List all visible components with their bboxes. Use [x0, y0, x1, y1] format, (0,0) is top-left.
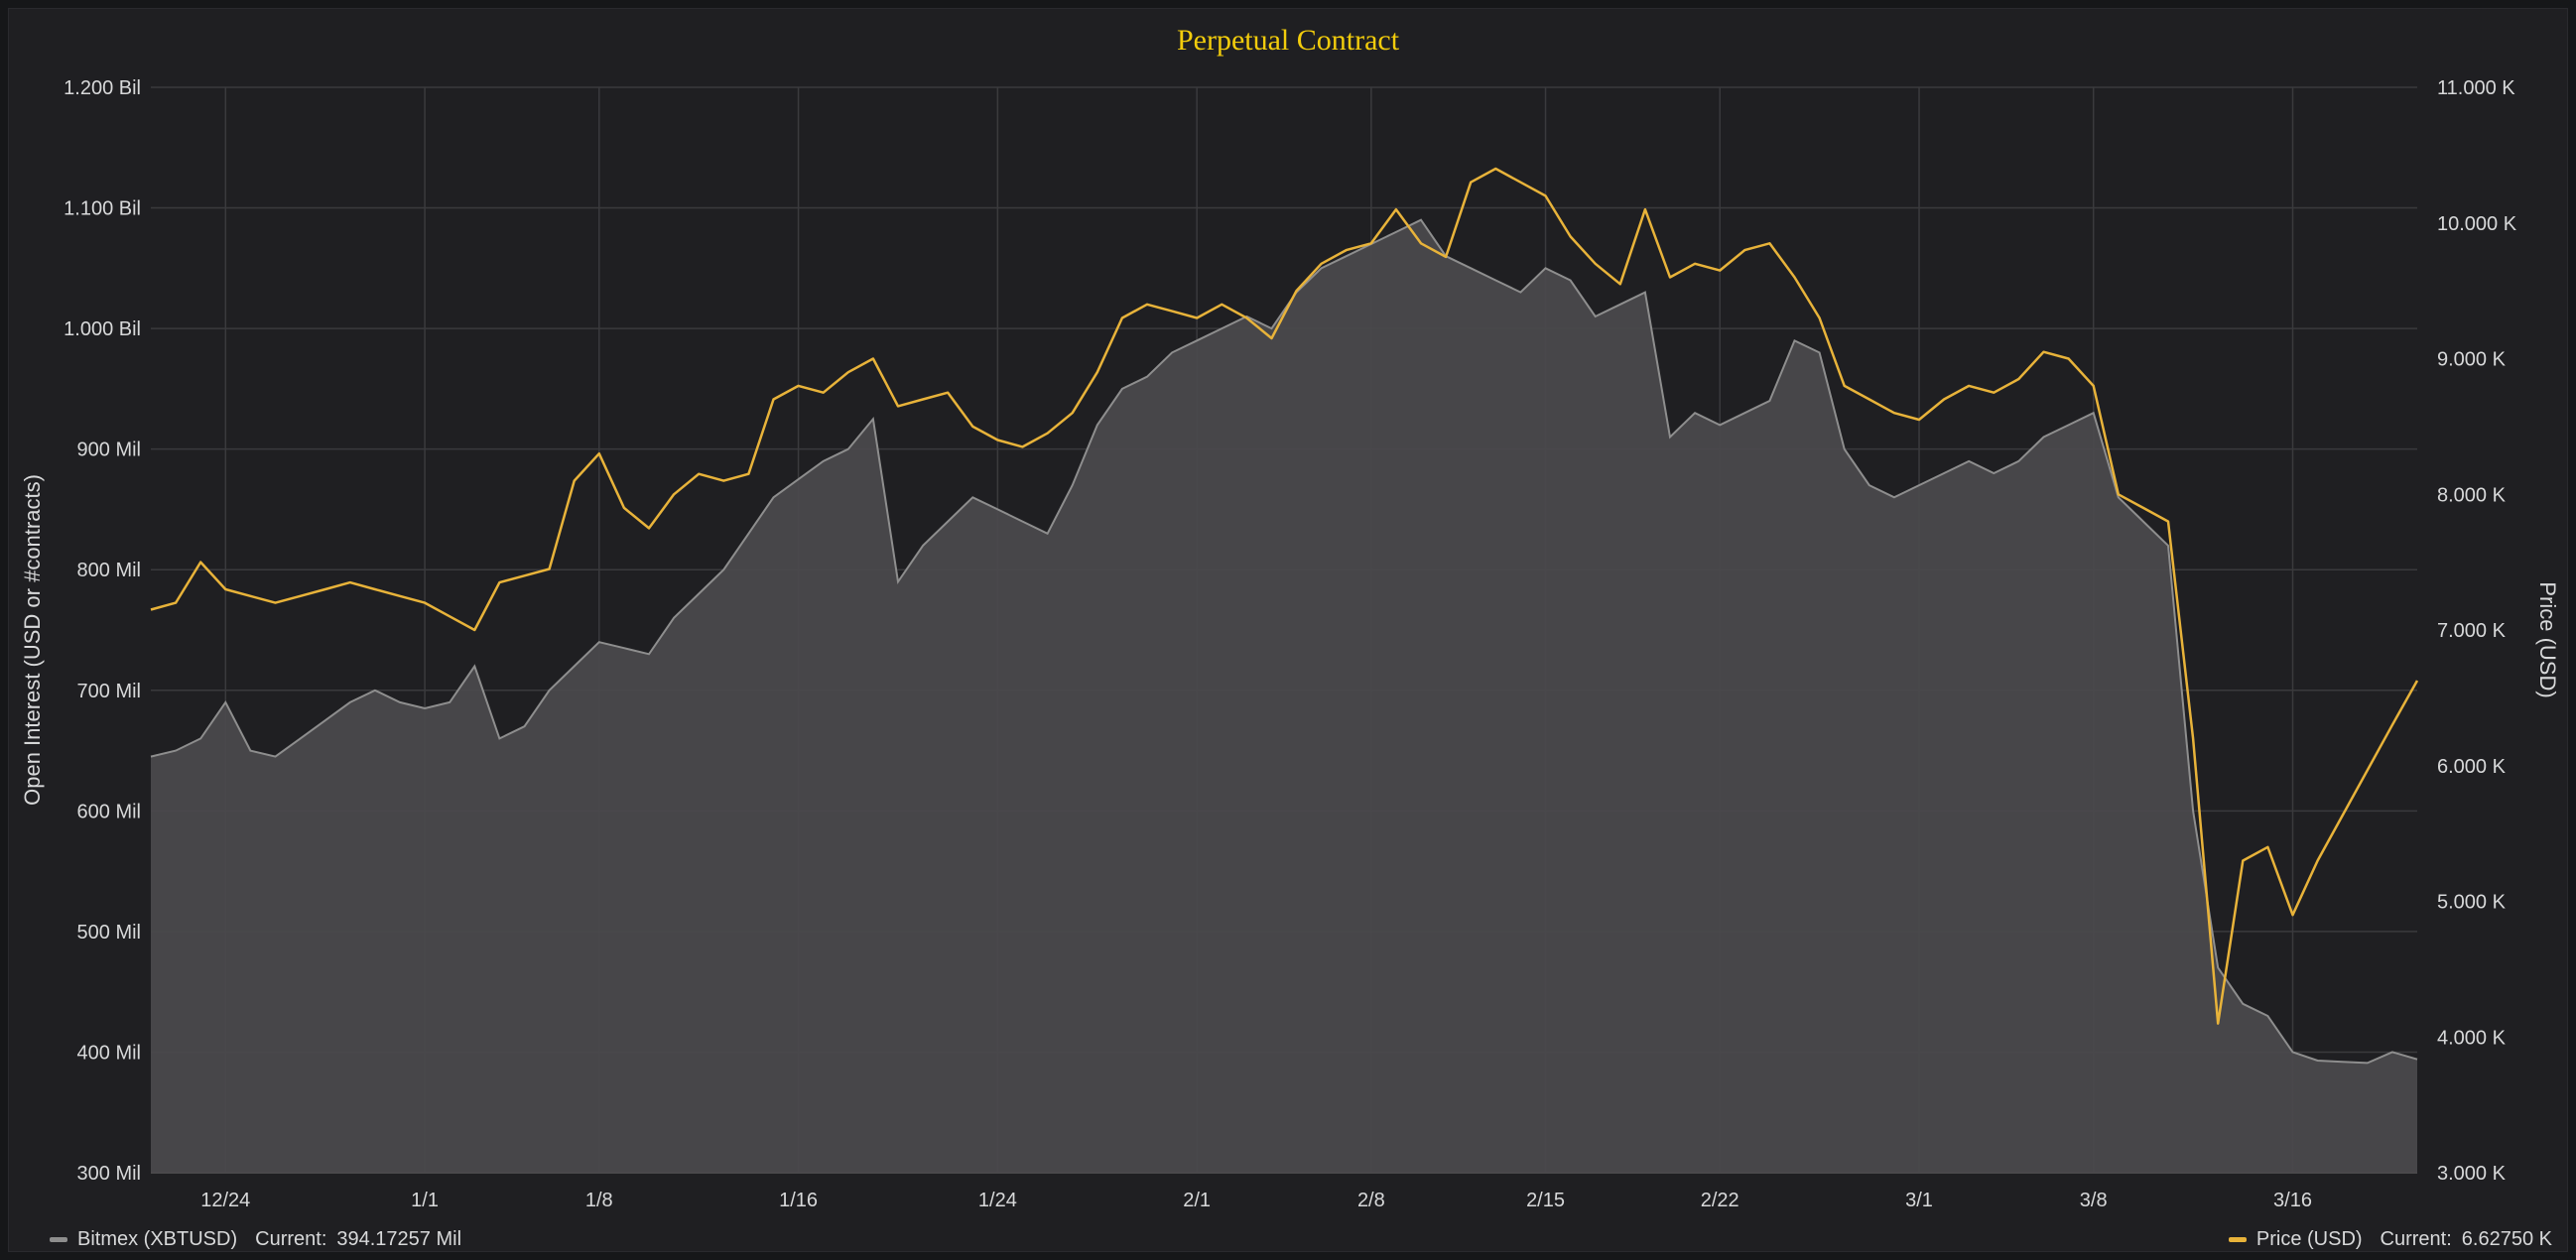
- y-axis-right-label: Price (USD): [2535, 581, 2560, 697]
- y-left-tick-label: 600 Mil: [77, 801, 141, 822]
- x-axis: 12/24 1/1 1/8 1/16 1/24 2/1 2/8 2/15 2/22 3/1 3/8 3…: [200, 1190, 2312, 1211]
- open-interest-line: [150, 218, 2418, 1065]
- y-left-tick-label: 1.100 Bil: [64, 198, 141, 220]
- x-tick-label: 1/16: [779, 1190, 818, 1211]
- y-left-tick-label: 900 Mil: [77, 440, 141, 461]
- y-axis-left: 300 Mil 400 Mil 500 Mil 600 Mil 700 Mil 800 M…: [64, 77, 141, 1185]
- open-interest-area: [151, 219, 2417, 1173]
- legend-current-bitmex: 394.17257 Mil: [336, 1228, 462, 1250]
- chart-title: Perpetual Contract: [1177, 24, 1400, 57]
- y-left-tick-label: 1.000 Bil: [64, 318, 141, 340]
- legend-label-bitmex: Bitmex (XBTUSD): [77, 1228, 238, 1250]
- x-tick-label: 2/1: [1183, 1190, 1211, 1211]
- x-tick-label: 2/8: [1357, 1190, 1385, 1211]
- y-right-tick-label: 7.000 K: [2437, 620, 2507, 642]
- x-tick-label: 2/15: [1526, 1190, 1565, 1211]
- y-right-tick-label: 6.000 K: [2437, 756, 2507, 778]
- x-tick-label: 3/8: [2080, 1190, 2108, 1211]
- y-right-tick-label: 11.000 K: [2437, 77, 2515, 99]
- legend-swatch-bitmex: [50, 1237, 67, 1242]
- y-right-tick-label: 9.000 K: [2437, 349, 2507, 371]
- y-right-tick-label: 3.000 K: [2437, 1163, 2507, 1185]
- x-tick-label: 3/16: [2273, 1190, 2312, 1211]
- y-left-tick-label: 1.200 Bil: [64, 77, 141, 99]
- price-line: [150, 167, 2419, 1025]
- x-tick-label: 3/1: [1905, 1190, 1933, 1211]
- y-left-tick-label: 800 Mil: [77, 560, 141, 581]
- open-interest-fill: [151, 219, 2417, 1173]
- x-tick-label: 1/1: [411, 1190, 439, 1211]
- y-right-tick-label: 4.000 K: [2437, 1027, 2507, 1049]
- y-right-tick-label: 5.000 K: [2437, 892, 2507, 914]
- y-right-tick-label: 10.000 K: [2437, 213, 2517, 235]
- y-axis-right: 3.000 K 4.000 K 5.000 K 6.000 K 7.000 K 8.000…: [2437, 77, 2517, 1185]
- legend-current-price: 6.62750 K: [2461, 1228, 2552, 1250]
- y-left-tick-label: 700 Mil: [77, 681, 141, 702]
- x-tick-label: 1/8: [585, 1190, 613, 1211]
- y-left-tick-label: 400 Mil: [77, 1042, 141, 1064]
- x-tick-label: 2/22: [1701, 1190, 1739, 1211]
- legend-item-bitmex[interactable]: Bitmex (XBTUSD) Current: 394.17257 Mil: [50, 1228, 461, 1251]
- legend-item-price[interactable]: Price (USD) Current: 6.62750 K: [2228, 1228, 2552, 1251]
- x-tick-label: 12/24: [200, 1190, 250, 1211]
- legend-swatch-price: [2228, 1237, 2247, 1242]
- y-axis-left-label: Open Interest (USD or #contracts): [20, 474, 45, 806]
- series-lines: [150, 167, 2419, 1065]
- y-right-tick-label: 8.000 K: [2437, 484, 2507, 506]
- x-tick-label: 1/24: [978, 1190, 1017, 1211]
- y-left-tick-label: 500 Mil: [77, 922, 141, 944]
- legend-label-price: Price (USD): [2255, 1228, 2363, 1250]
- y-left-tick-label: 300 Mil: [77, 1163, 141, 1185]
